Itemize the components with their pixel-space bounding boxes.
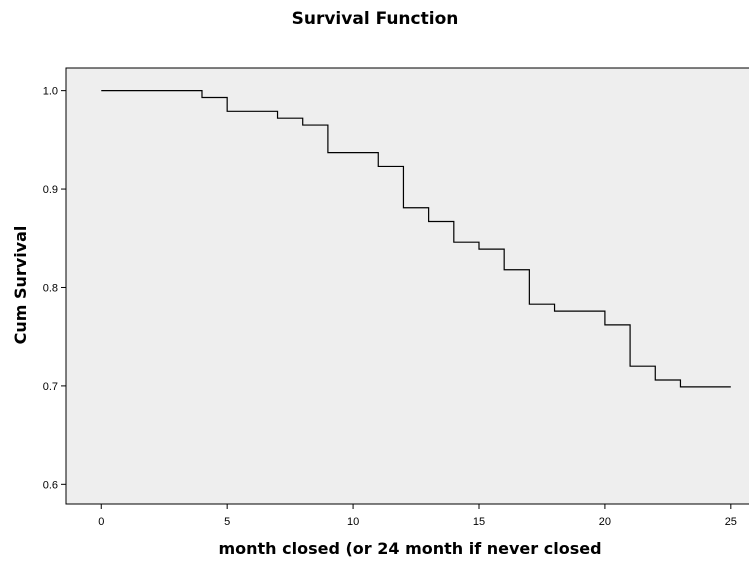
y-tick-label: 0.9 — [43, 184, 58, 196]
series-layer — [101, 90, 731, 388]
x-tick-label: 5 — [224, 516, 230, 528]
y-axis: 0.6 0.7 0.8 0.9 1.0 — [43, 86, 66, 491]
x-axis-label: month closed (or 24 month if never close… — [218, 539, 601, 558]
y-axis-label: Cum Survival — [11, 226, 30, 345]
y-tick-label: 0.6 — [43, 479, 58, 491]
y-tick-label: 0.8 — [43, 282, 58, 294]
x-axis: 0 5 10 15 20 25 — [98, 504, 737, 528]
x-tick-label: 25 — [725, 516, 737, 528]
x-tick-label: 0 — [98, 516, 104, 528]
chart-title: Survival Function — [292, 9, 459, 29]
plot-area — [65, 67, 749, 505]
survival-step-line — [101, 90, 731, 388]
y-tick-label: 1.0 — [43, 86, 58, 98]
x-tick-label: 20 — [599, 516, 611, 528]
y-tick-label: 0.7 — [43, 381, 58, 393]
x-tick-label: 10 — [347, 516, 359, 528]
x-tick-label: 15 — [473, 516, 485, 528]
